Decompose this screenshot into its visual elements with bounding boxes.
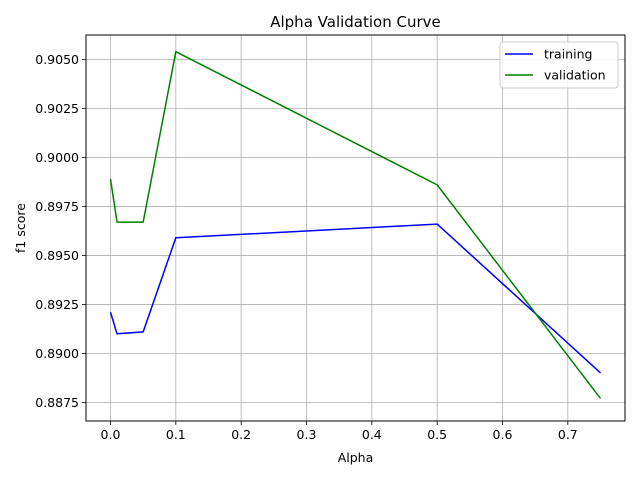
series-line-training (109, 223, 602, 374)
y-tick-label: 0.8950 (35, 248, 79, 263)
x-tick-label: 0.5 (427, 427, 447, 442)
y-tick-label: 0.9000 (35, 150, 79, 165)
chart-title: Alpha Validation Curve (270, 13, 441, 31)
series-line-validation (109, 50, 602, 399)
y-tick-label: 0.8975 (35, 199, 79, 214)
y-axis-title: f1 score (13, 203, 28, 253)
y-tick-label: 0.9050 (35, 52, 79, 67)
y-tick-label: 0.9025 (35, 101, 79, 116)
y-tick-label: 0.8925 (35, 297, 79, 312)
x-tick-label: 0.1 (166, 427, 186, 442)
x-tick-label: 0.3 (297, 427, 317, 442)
x-tick-label: 0.7 (558, 427, 578, 442)
y-tick-label: 0.8875 (35, 395, 79, 410)
series-lines (109, 50, 602, 399)
legend-label-validation: validation (544, 68, 606, 83)
axis-ticks: 0.0 0.1 0.2 0.3 0.4 0.5 0.6 0.7 0.8875 0.8900 0.89… (35, 52, 578, 442)
plot-frame (85, 34, 626, 422)
x-tick-label: 0.0 (101, 427, 121, 442)
x-tick-label: 0.6 (493, 427, 513, 442)
x-tick-label: 0.4 (362, 427, 382, 442)
y-tick-label: 0.8900 (35, 346, 79, 361)
x-axis-title: Alpha (338, 450, 374, 465)
grid-lines (86, 35, 625, 421)
legend: training validation (499, 41, 619, 89)
legend-label-training: training (544, 47, 592, 62)
x-tick-label: 0.2 (231, 427, 251, 442)
